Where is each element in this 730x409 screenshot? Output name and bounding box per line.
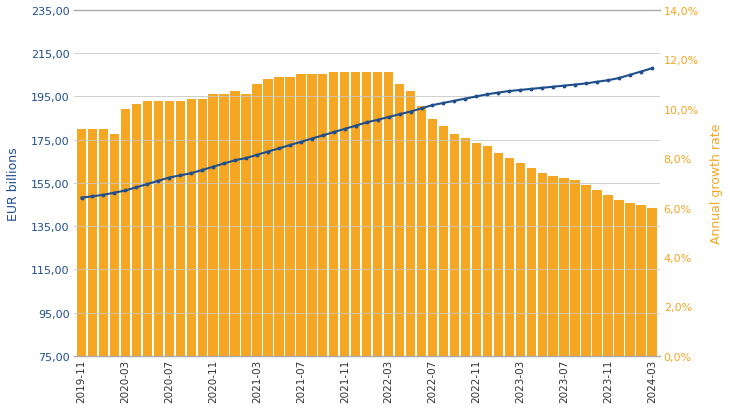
Bar xyxy=(131,105,141,356)
Bar xyxy=(220,95,228,356)
Bar xyxy=(395,85,404,356)
Bar xyxy=(537,173,547,356)
Bar xyxy=(153,102,163,356)
Bar xyxy=(318,75,328,356)
Bar xyxy=(648,208,656,356)
Bar xyxy=(373,72,383,356)
Bar xyxy=(340,72,350,356)
Bar xyxy=(581,186,591,356)
Bar xyxy=(406,92,415,356)
Bar xyxy=(351,72,361,356)
Bar xyxy=(187,100,196,356)
Bar xyxy=(88,129,97,356)
Bar xyxy=(493,154,503,356)
Bar xyxy=(362,72,372,356)
Bar xyxy=(176,102,185,356)
Bar xyxy=(461,139,470,356)
Bar xyxy=(231,92,239,356)
Bar xyxy=(209,95,218,356)
Bar xyxy=(120,110,130,356)
Bar xyxy=(384,72,393,356)
Bar xyxy=(548,176,558,356)
Bar xyxy=(483,146,492,356)
Bar xyxy=(526,169,536,356)
Bar xyxy=(450,134,459,356)
Bar xyxy=(242,95,250,356)
Bar xyxy=(626,203,634,356)
Bar xyxy=(592,191,602,356)
Bar xyxy=(472,144,481,356)
Bar xyxy=(603,196,612,356)
Bar xyxy=(142,102,152,356)
Bar xyxy=(329,72,339,356)
Bar xyxy=(614,201,623,356)
Bar xyxy=(417,107,426,356)
Bar xyxy=(428,119,437,356)
Bar xyxy=(77,129,86,356)
Bar xyxy=(253,85,261,356)
Bar xyxy=(164,102,174,356)
Bar xyxy=(637,206,645,356)
Bar xyxy=(504,159,514,356)
Bar xyxy=(285,77,295,356)
Bar xyxy=(515,164,525,356)
Bar xyxy=(307,75,317,356)
Bar xyxy=(99,129,108,356)
Bar xyxy=(439,127,448,356)
Y-axis label: EUR billions: EUR billions xyxy=(7,147,20,220)
Bar xyxy=(570,181,580,356)
Y-axis label: Annual growth rate: Annual growth rate xyxy=(710,124,723,243)
Bar xyxy=(274,77,284,356)
Bar xyxy=(110,134,119,356)
Bar xyxy=(198,100,207,356)
Bar xyxy=(264,80,272,356)
Bar xyxy=(296,75,306,356)
Bar xyxy=(559,179,569,356)
